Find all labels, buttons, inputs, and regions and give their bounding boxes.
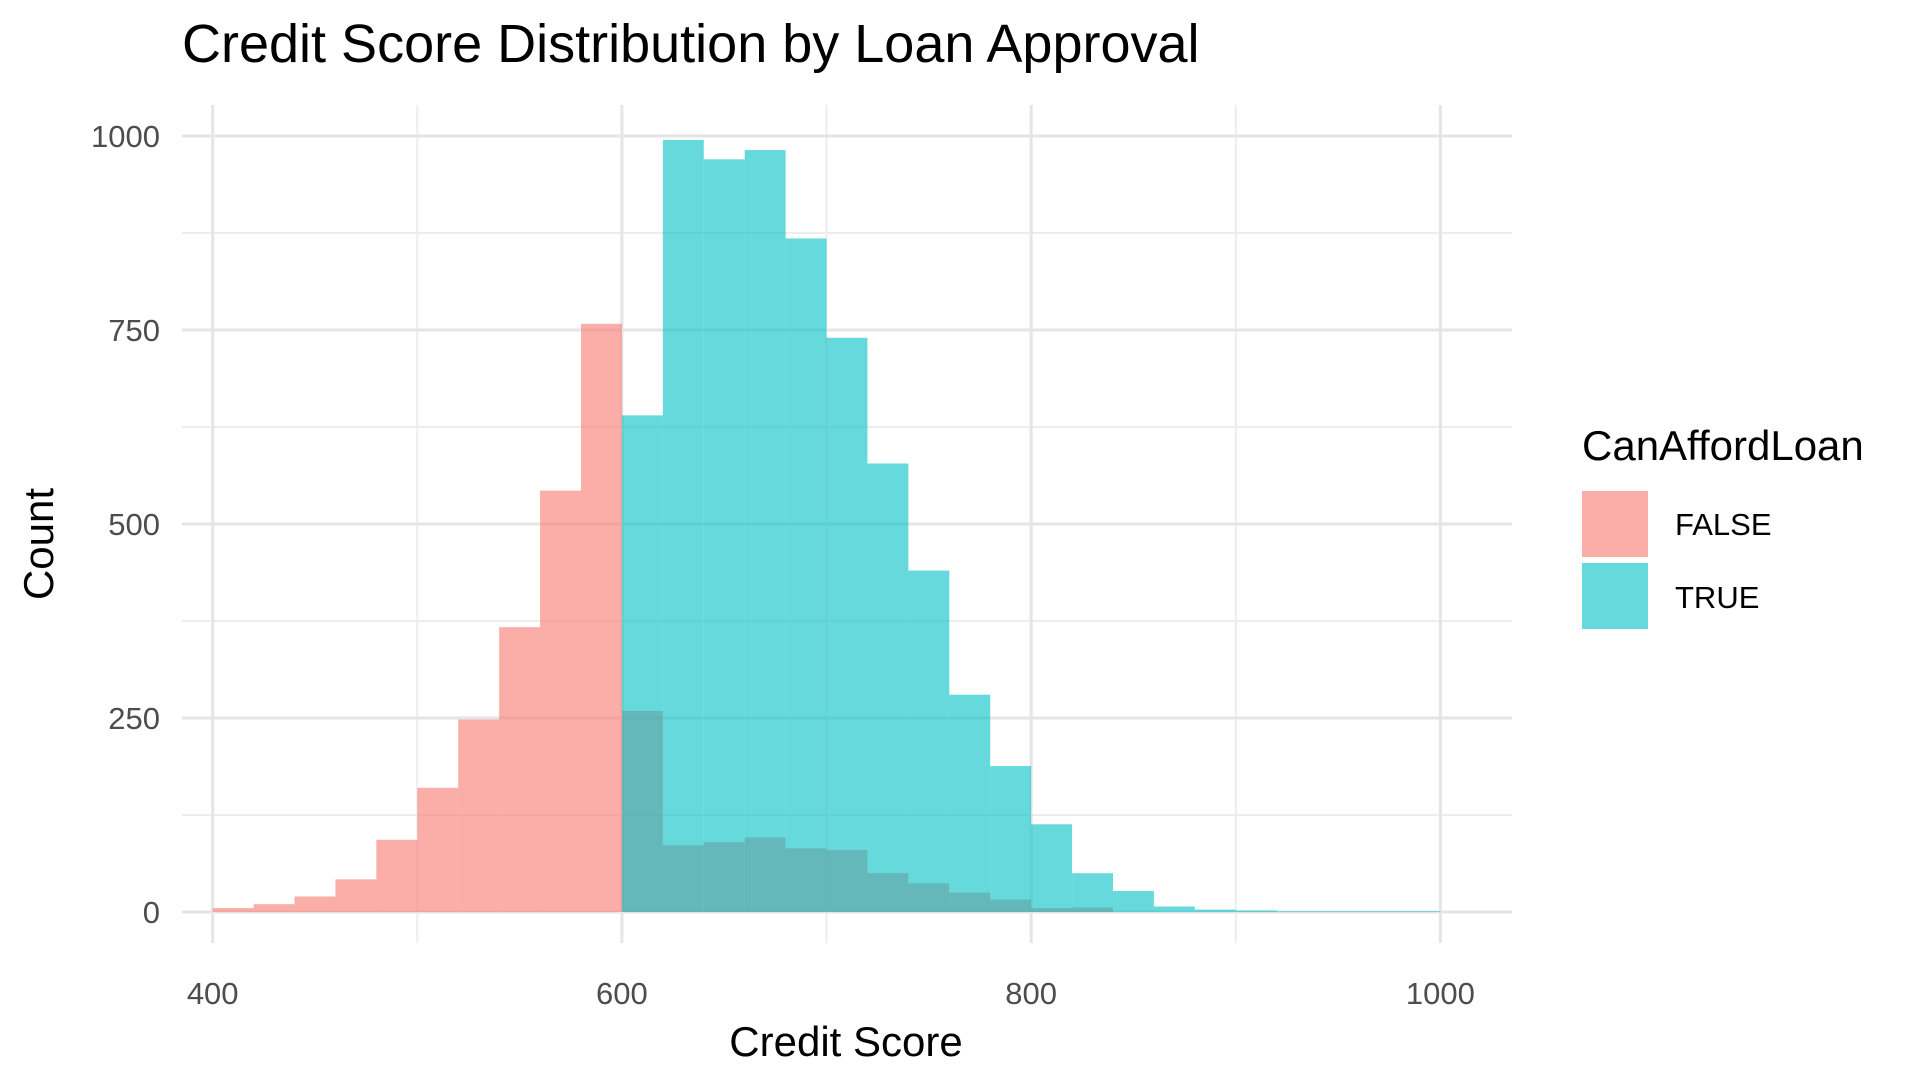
y-tick-label: 500 bbox=[108, 507, 160, 542]
bar-true bbox=[703, 159, 745, 912]
bar-true bbox=[744, 150, 786, 912]
y-tick-label: 0 bbox=[143, 895, 160, 930]
bar-false bbox=[458, 719, 500, 912]
bar-false bbox=[499, 627, 541, 912]
bar-true bbox=[785, 238, 827, 912]
bar-true bbox=[990, 766, 1032, 912]
bar-true bbox=[1113, 891, 1154, 912]
bar-true bbox=[1276, 911, 1318, 912]
y-axis-title: Count bbox=[15, 488, 62, 600]
x-tick-label: 600 bbox=[596, 976, 648, 1011]
y-tick-label: 750 bbox=[108, 313, 160, 348]
bar-false bbox=[212, 908, 254, 912]
bar-true bbox=[949, 694, 991, 912]
bar-false bbox=[540, 490, 581, 912]
bar-false bbox=[376, 839, 418, 912]
bar-true bbox=[1194, 909, 1236, 912]
bar-true bbox=[1358, 911, 1400, 912]
y-tick-label: 1000 bbox=[91, 119, 160, 154]
x-tick-label: 800 bbox=[1005, 976, 1057, 1011]
bar-true bbox=[662, 139, 704, 912]
bar-true bbox=[1317, 911, 1359, 912]
bar-true bbox=[867, 463, 909, 912]
x-axis-ticks: 400 600 800 1000 bbox=[187, 976, 1475, 1011]
bar-true bbox=[1031, 824, 1073, 912]
bar-true bbox=[1153, 906, 1195, 912]
bar-false bbox=[294, 896, 336, 912]
legend: CanAffordLoan FALSE TRUE bbox=[1582, 422, 1864, 629]
bar-true bbox=[621, 415, 663, 912]
x-tick-label: 1000 bbox=[1406, 976, 1475, 1011]
bar-false bbox=[581, 323, 622, 912]
legend-title: CanAffordLoan bbox=[1582, 422, 1864, 469]
bar-true bbox=[908, 570, 950, 912]
bar-true bbox=[826, 337, 868, 912]
x-tick-label: 400 bbox=[187, 976, 239, 1011]
series-true bbox=[621, 139, 1441, 912]
legend-false-label: FALSE bbox=[1675, 507, 1772, 542]
histogram-bars bbox=[212, 139, 1441, 912]
legend-true-swatch bbox=[1582, 563, 1648, 629]
bar-false bbox=[417, 787, 459, 912]
x-axis-title: Credit Score bbox=[729, 1018, 962, 1065]
bar-false bbox=[253, 904, 295, 912]
bar-false bbox=[335, 879, 377, 912]
legend-false-swatch bbox=[1582, 491, 1648, 557]
legend-true-label: TRUE bbox=[1675, 580, 1759, 615]
chart-title: Credit Score Distribution by Loan Approv… bbox=[182, 14, 1200, 74]
bar-true bbox=[1235, 910, 1277, 912]
bar-true bbox=[1072, 873, 1113, 912]
y-axis-ticks: 0 250 500 750 1000 bbox=[91, 119, 160, 930]
bar-true bbox=[1399, 911, 1441, 912]
y-tick-label: 250 bbox=[108, 701, 160, 736]
